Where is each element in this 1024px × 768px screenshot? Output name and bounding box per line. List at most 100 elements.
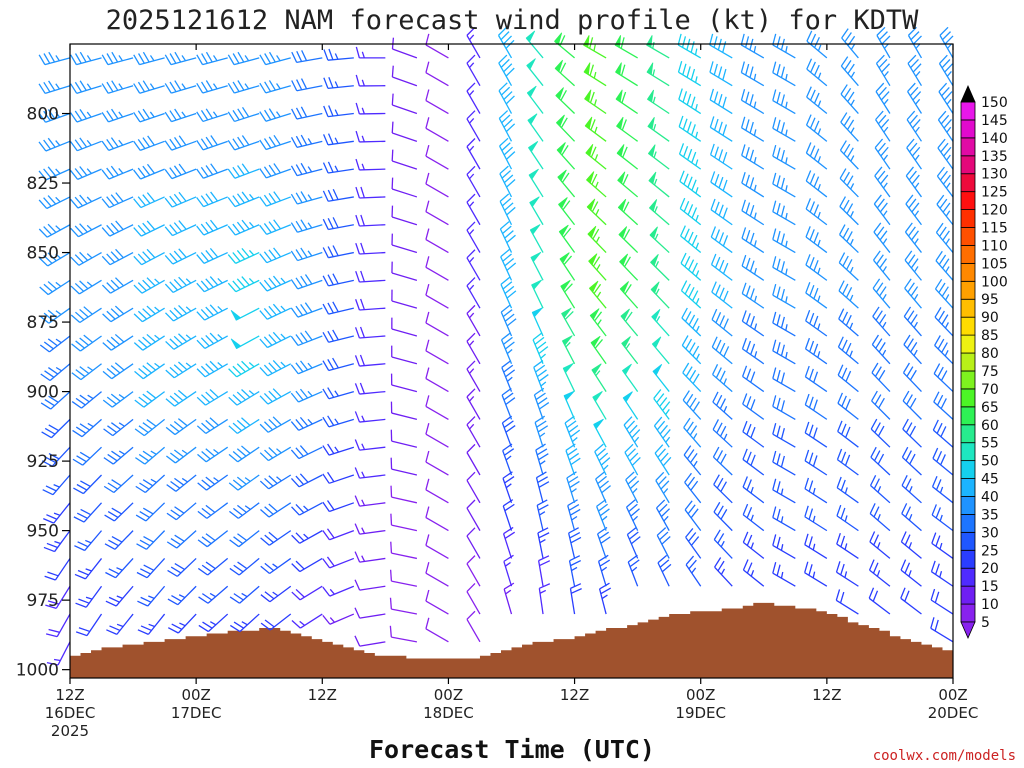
barb-feather <box>259 253 268 264</box>
barb-feather <box>323 49 329 61</box>
wind-barb <box>772 144 796 170</box>
barb-feather <box>506 206 516 216</box>
wind-barb <box>38 223 71 238</box>
barb-feather <box>259 54 267 65</box>
colorbar-swatch <box>960 101 976 121</box>
wind-barb <box>425 89 449 115</box>
wind-barb <box>135 474 166 494</box>
colorbar-swatch <box>960 567 976 587</box>
barb-feather <box>500 304 511 313</box>
barb-half-feather <box>817 295 821 302</box>
barb-feather <box>812 455 818 467</box>
barb-feather <box>930 560 936 572</box>
barb-feather <box>200 280 210 290</box>
barb-half-feather <box>118 111 124 118</box>
barb-feather <box>686 121 692 133</box>
barb-half-feather <box>86 281 93 287</box>
wind-barb <box>500 276 517 309</box>
barb-feather <box>70 227 79 238</box>
barb-feather <box>772 423 777 435</box>
barb-feather <box>425 61 430 73</box>
wind-barb <box>425 589 449 615</box>
colorbar-swatch <box>960 585 976 605</box>
wind-barb <box>835 561 859 587</box>
barb-half-feather <box>148 595 155 600</box>
barb-feather <box>466 193 476 203</box>
barb-staff <box>741 127 765 142</box>
barb-half-feather <box>754 295 758 303</box>
barb-feather <box>716 394 723 406</box>
wind-barb <box>904 222 922 253</box>
colorbar-label: 50 <box>981 454 999 470</box>
barb-feather <box>76 512 88 519</box>
barb-feather <box>241 417 251 426</box>
wind-barb <box>425 617 449 643</box>
barb-feather <box>813 64 820 76</box>
barb-feather <box>201 536 212 545</box>
barb-feather <box>709 88 715 100</box>
barb-half-feather <box>850 183 855 190</box>
wind-barb <box>290 134 323 148</box>
barb-feather <box>750 454 756 466</box>
barb-feather <box>106 629 118 635</box>
barb-feather <box>232 138 240 149</box>
barb-half-feather <box>595 181 599 188</box>
barb-feather <box>355 242 361 255</box>
barb-staff <box>709 71 733 87</box>
wind-barb <box>684 472 702 504</box>
barb-feather <box>504 313 515 322</box>
barb-feather <box>466 54 476 64</box>
barb-feather <box>846 175 854 186</box>
wind-barb <box>355 158 386 171</box>
barb-half-feather <box>307 362 313 369</box>
barb-feather <box>115 192 124 202</box>
barb-half-feather <box>468 62 475 68</box>
barb-feather <box>620 37 625 49</box>
barb-feather <box>503 336 513 345</box>
barb-staff <box>298 418 323 431</box>
barb-half-feather <box>914 182 920 189</box>
barb-feather <box>501 332 511 341</box>
barb-feather <box>873 534 880 546</box>
barb-feather <box>880 118 890 129</box>
barb-feather <box>178 248 187 258</box>
barb-half-feather <box>632 488 638 494</box>
barb-half-feather <box>750 570 755 577</box>
barb-feather <box>38 170 47 181</box>
wind-barb <box>322 585 355 597</box>
barb-feather <box>537 476 548 484</box>
barb-feather <box>263 392 273 403</box>
barb-staff <box>710 181 733 198</box>
barb-staff <box>466 174 481 198</box>
wind-barb <box>772 228 796 254</box>
wind-barb <box>874 138 891 170</box>
y-tick-label: 875 <box>27 313 59 333</box>
barb-feather <box>332 273 339 285</box>
wind-barb <box>499 193 516 226</box>
barb-feather <box>570 583 582 589</box>
barb-staff <box>837 459 859 476</box>
wind-barb <box>649 226 670 254</box>
barb-half-feather <box>248 221 255 228</box>
barb-pennant <box>592 391 603 403</box>
barb-feather <box>904 562 911 574</box>
barb-feather <box>177 389 188 399</box>
wind-barb <box>259 303 292 320</box>
wind-barb <box>227 191 260 208</box>
barb-feather <box>906 338 914 349</box>
wind-barb <box>227 135 260 151</box>
barb-feather <box>626 499 636 508</box>
barb-feather <box>354 383 361 395</box>
barb-feather <box>295 334 304 345</box>
barb-feather <box>498 82 508 92</box>
barb-half-feather <box>844 543 848 550</box>
barb-feather <box>327 387 335 398</box>
barb-half-feather <box>908 514 913 521</box>
barb-half-feather <box>55 253 61 259</box>
barb-staff <box>837 430 859 448</box>
barb-feather <box>205 250 214 260</box>
barb-feather <box>45 456 56 464</box>
wind-barb <box>73 474 103 495</box>
barb-feather <box>723 290 729 302</box>
barb-staff <box>174 391 197 407</box>
